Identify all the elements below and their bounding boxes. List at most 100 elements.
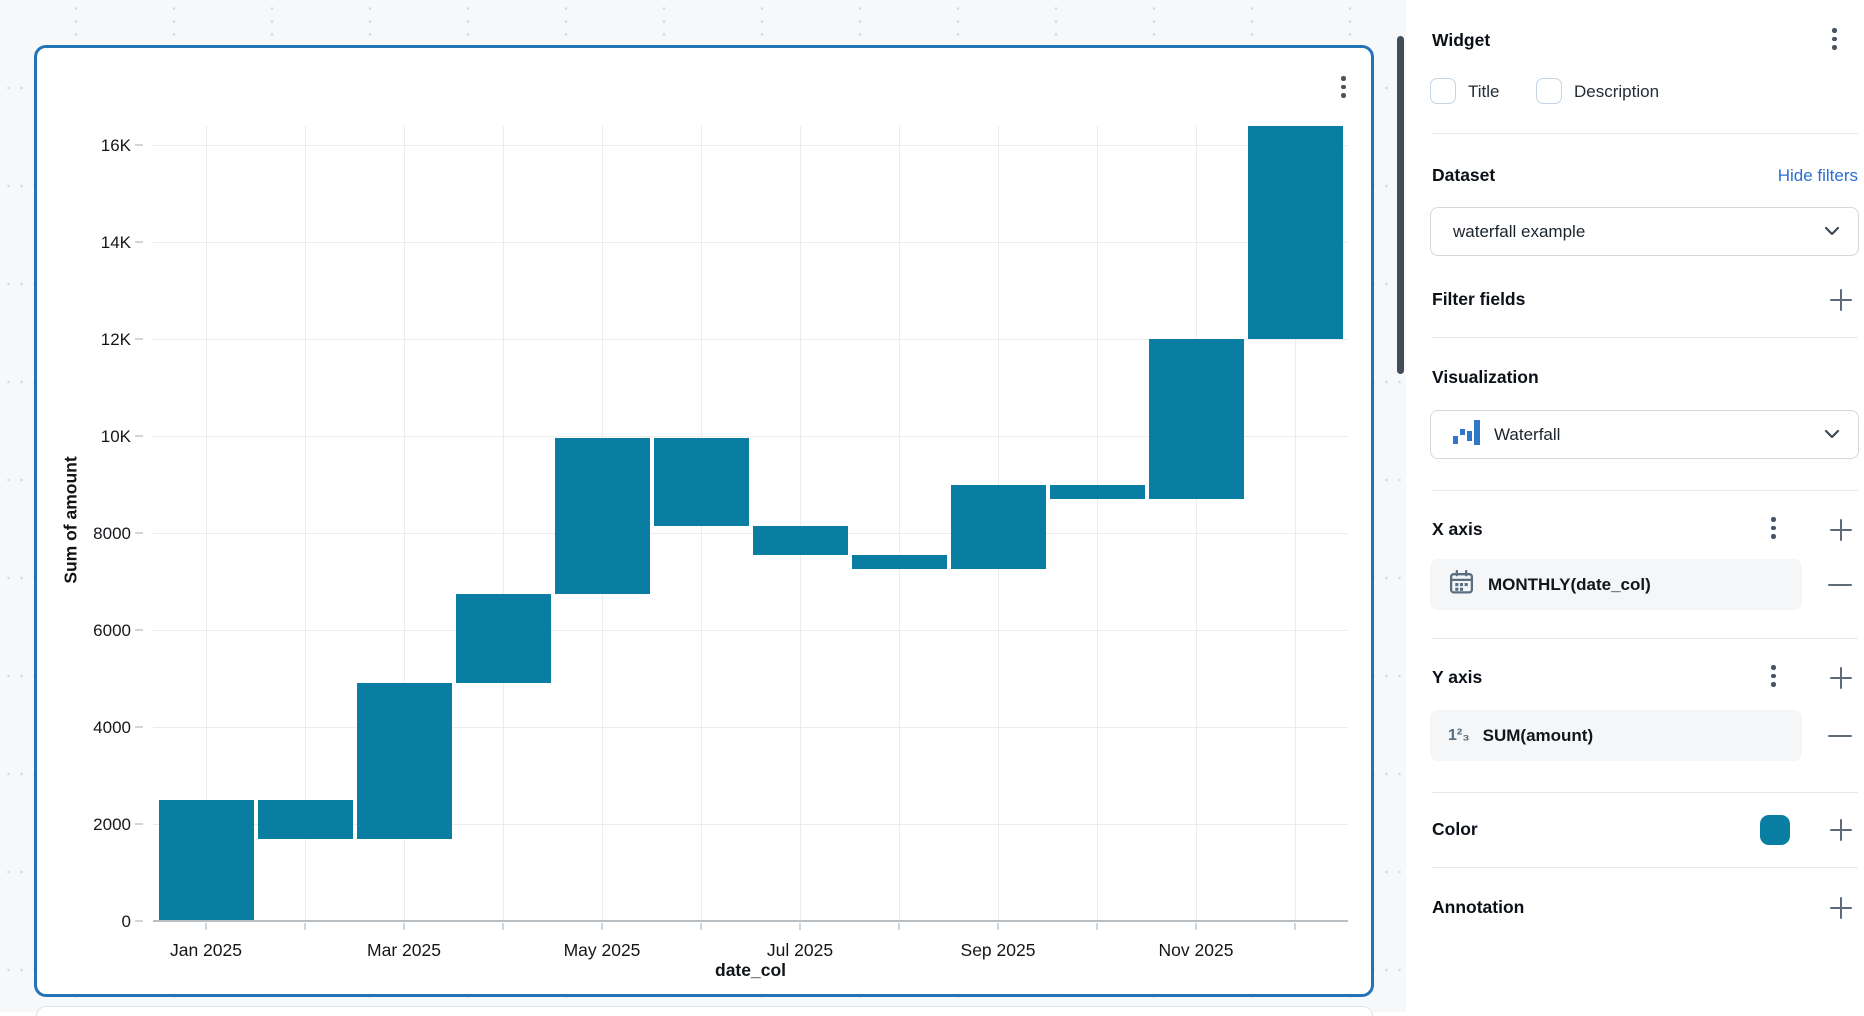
x-tick-mark [997, 923, 999, 930]
gridline [899, 126, 900, 921]
waterfall-bar[interactable] [851, 554, 947, 570]
add-y-axis-field-plus-icon[interactable] [1828, 665, 1854, 691]
gridline [1097, 126, 1098, 921]
x-tick-mark [898, 923, 900, 930]
y-tick-label: 16K [100, 136, 131, 155]
y-axis-field-pill[interactable]: 1²₃ SUM(amount) [1430, 710, 1802, 761]
title-checkbox-label: Title [1468, 82, 1500, 101]
waterfall-bar[interactable] [158, 799, 254, 921]
y-tick-label: 2000 [93, 815, 131, 834]
divider [1432, 490, 1858, 491]
x-axis-field-pill[interactable]: MONTHLY(date_col) [1430, 559, 1802, 610]
waterfall-bar[interactable] [554, 438, 650, 594]
waterfall-bar[interactable] [1148, 339, 1244, 500]
x-tick-mark [799, 923, 801, 930]
remove-x-axis-field-minus-icon[interactable] [1828, 583, 1852, 587]
waterfall-bar[interactable] [950, 484, 1046, 570]
dataset-selected-value: waterfall example [1453, 221, 1586, 241]
color-swatch[interactable] [1760, 815, 1790, 845]
waterfall-bar[interactable] [455, 593, 551, 684]
y-tick-mark [135, 532, 143, 534]
waterfall-bar[interactable] [1049, 484, 1145, 500]
visualization-heading: Visualization [1432, 367, 1539, 387]
hide-filters-link[interactable]: Hide filters [1777, 166, 1858, 185]
y-axis-options-kebab-icon[interactable] [1771, 665, 1776, 687]
gridline [153, 824, 1348, 825]
x-tick-mark [403, 923, 405, 930]
waterfall-bar[interactable] [653, 438, 749, 526]
dataset-section-heading: Dataset [1432, 165, 1496, 185]
dataset-select[interactable]: waterfall example [1430, 207, 1859, 256]
waterfall-bar[interactable] [257, 799, 353, 839]
y-tick-mark [135, 920, 143, 922]
y-axis-section-heading: Y axis [1432, 667, 1483, 687]
y-tick-label: 12K [100, 330, 131, 349]
x-axis-baseline [153, 920, 1348, 922]
widget-config-panel: Widget Title Description Dataset Hide fi… [1406, 0, 1864, 1012]
divider [1432, 638, 1858, 639]
chevron-down-icon [1824, 223, 1840, 241]
y-tick-mark [135, 435, 143, 437]
divider [1432, 133, 1858, 134]
y-tick-mark [135, 241, 143, 243]
gridline [153, 339, 1348, 340]
divider [1432, 337, 1858, 338]
description-checkbox[interactable] [1536, 78, 1562, 104]
gridline [800, 126, 801, 921]
y-tick-label: 6000 [93, 621, 131, 640]
x-tick-mark [1294, 923, 1296, 930]
x-tick-mark [700, 923, 702, 930]
waterfall-widget-card[interactable]: 0 2000 4000 6000 8000 10K 12K 14K 16K Jan 2025 Mar… [34, 45, 1374, 997]
gridline [1196, 126, 1197, 921]
remove-y-axis-field-minus-icon[interactable] [1828, 734, 1852, 738]
y-tick-label: 4000 [93, 718, 131, 737]
next-widget-card-edge[interactable] [36, 1006, 1373, 1016]
widget-kebab-menu-icon[interactable] [1337, 72, 1350, 102]
panel-scrollbar[interactable] [1397, 36, 1404, 374]
divider [1432, 792, 1858, 793]
waterfall-bar[interactable] [356, 683, 452, 839]
chevron-down-icon [1824, 426, 1840, 444]
y-axis-title: Sum of amount [60, 456, 81, 584]
y-axis-field-label: SUM(amount) [1482, 725, 1594, 745]
visualization-selected-value: Waterfall [1494, 424, 1561, 444]
gridline [503, 126, 504, 921]
x-tick-mark [205, 923, 207, 930]
x-tick-label: Sep 2025 [960, 940, 1036, 960]
divider [1432, 867, 1858, 868]
waterfall-bar[interactable] [752, 525, 848, 555]
x-axis-field-label: MONTHLY(date_col) [1488, 574, 1651, 594]
widget-options-kebab-icon[interactable] [1832, 28, 1837, 50]
gridline [206, 126, 207, 921]
y-tick-label: 8000 [93, 524, 131, 543]
gridline [153, 727, 1348, 728]
add-annotation-plus-icon[interactable] [1828, 895, 1854, 921]
waterfall-bar[interactable] [1247, 125, 1343, 339]
dashboard-canvas: 0 2000 4000 6000 8000 10K 12K 14K 16K Jan 2025 Mar… [0, 0, 1406, 1016]
gridline [153, 436, 1348, 437]
y-tick-mark [135, 144, 143, 146]
x-axis-section-heading: X axis [1432, 519, 1483, 539]
gridline [153, 242, 1348, 243]
y-tick-label: 10K [100, 427, 131, 446]
x-tick-mark [502, 923, 504, 930]
add-color-plus-icon[interactable] [1828, 817, 1854, 843]
color-section-heading: Color [1432, 819, 1478, 839]
calendar-icon [1448, 569, 1475, 601]
waterfall-chart: 0 2000 4000 6000 8000 10K 12K 14K 16K Jan 2025 Mar… [37, 48, 1371, 994]
x-axis-options-kebab-icon[interactable] [1771, 517, 1776, 539]
title-checkbox[interactable] [1430, 78, 1456, 104]
x-tick-mark [1096, 923, 1098, 930]
y-tick-mark [135, 629, 143, 631]
visualization-select[interactable]: Waterfall [1430, 410, 1859, 459]
x-tick-label: Nov 2025 [1158, 940, 1234, 960]
add-x-axis-field-plus-icon[interactable] [1828, 517, 1854, 543]
gridline [404, 126, 405, 921]
x-tick-label: Mar 2025 [367, 940, 441, 960]
add-filter-field-plus-icon[interactable] [1828, 287, 1854, 313]
y-tick-label: 0 [121, 912, 131, 931]
widget-section-heading: Widget [1432, 30, 1491, 50]
waterfall-chart-type-icon [1453, 419, 1483, 451]
y-tick-mark [135, 726, 143, 728]
x-tick-mark [1195, 923, 1197, 930]
